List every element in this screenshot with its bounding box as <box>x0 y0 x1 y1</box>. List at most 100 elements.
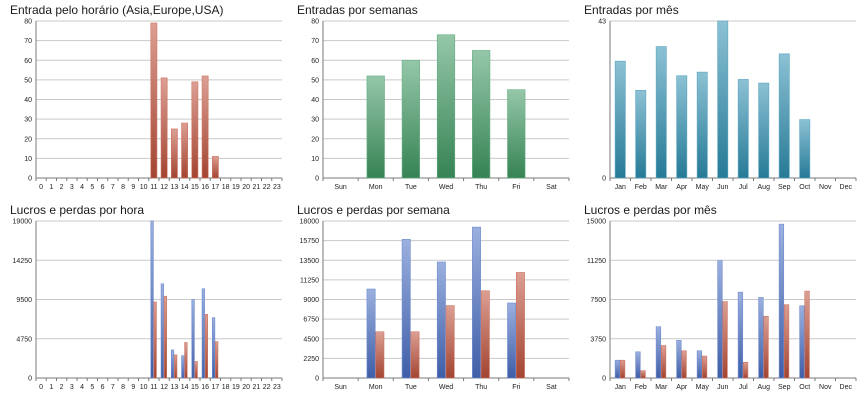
bar-thu <box>472 50 491 179</box>
bar-feb <box>635 90 647 179</box>
x-tick-label: Tue <box>405 384 417 391</box>
bar-thu-series-1 <box>472 226 481 379</box>
y-tick-label: 7500 <box>590 297 606 304</box>
bar-mar <box>655 46 667 179</box>
x-tick-label: May <box>696 384 710 391</box>
x-tick-label: 16 <box>201 384 209 391</box>
x-tick-label: Wed <box>439 384 453 391</box>
x-tick-label: Wed <box>439 184 453 191</box>
bar-jul-series-2 <box>742 362 749 379</box>
y-tick-label: 0 <box>28 176 32 183</box>
y-tick-label: 10 <box>311 156 319 163</box>
x-tick-label: 5 <box>90 184 94 191</box>
bar-15-series-2 <box>194 361 198 379</box>
y-tick-label: 80 <box>24 19 32 26</box>
x-tick-label: Nov <box>819 384 832 391</box>
chart-title: Entradas por semanas <box>297 3 418 17</box>
bar-fri <box>507 89 526 179</box>
x-tick-label: 13 <box>170 184 178 191</box>
x-tick-label: 17 <box>211 384 219 391</box>
x-tick-label: 6 <box>101 384 105 391</box>
x-tick-label: Mar <box>655 384 668 391</box>
y-tick-label: 4750 <box>16 336 32 343</box>
y-tick-label: 20 <box>24 136 32 143</box>
chart-panel-entries-by-week: Entradas por semanas 0 10 20 30 40 50 60 70 80 Su… <box>287 0 573 200</box>
x-tick-label: 0 <box>39 184 43 191</box>
y-tick-label: 15750 <box>300 238 320 245</box>
x-tick-label: Jan <box>615 384 626 391</box>
x-tick-label: 3 <box>70 184 74 191</box>
bar-wed <box>436 34 456 179</box>
bar-mar-series-2 <box>660 345 667 379</box>
chart-svg: 0 43 Jan Feb Mar Apr May Jun Jul Aug Sep Oct Nov Dec <box>598 19 857 191</box>
y-tick-label: 70 <box>311 38 319 45</box>
y-tick-label: 4500 <box>303 336 319 343</box>
y-tick-label: 60 <box>311 58 319 65</box>
x-tick-label: Jan <box>615 184 626 191</box>
y-tick-label: 43 <box>598 19 606 26</box>
bar-feb-series-1 <box>635 351 641 379</box>
bar-17 <box>212 156 219 179</box>
y-tick-label: 10 <box>24 156 32 163</box>
bar-apr <box>676 75 688 179</box>
y-tick-label: 0 <box>315 176 319 183</box>
y-tick-label: 3750 <box>590 336 606 343</box>
bar-12-series-2 <box>163 295 167 379</box>
bar-jan-series-2 <box>619 359 626 379</box>
bar-jan <box>614 60 626 179</box>
x-tick-label: 5 <box>90 384 94 391</box>
bar-oct <box>799 119 811 179</box>
bar-mar-series-1 <box>655 326 662 379</box>
x-tick-label: 22 <box>263 184 271 191</box>
x-tick-label: 10 <box>140 384 148 391</box>
x-tick-label: Sat <box>546 384 557 391</box>
x-tick-label: Apr <box>676 384 688 391</box>
chart-svg: 0 3750 7500 11250 15000 Jan Feb Mar Apr May Jun Jul… <box>587 219 857 391</box>
y-tick-label: 19000 <box>13 219 33 226</box>
x-tick-label: Sun <box>334 384 347 391</box>
bar-11 <box>150 22 158 179</box>
x-tick-label: Apr <box>676 184 688 191</box>
bar-sep-series-2 <box>783 304 790 379</box>
x-tick-label: Fri <box>512 184 521 191</box>
x-tick-label: May <box>696 184 710 191</box>
x-tick-label: Thu <box>475 384 487 391</box>
x-tick-label: 6 <box>101 184 105 191</box>
bar-oct-series-1 <box>799 305 805 379</box>
x-tick-label: 13 <box>170 384 178 391</box>
chart-title: Lucros e perdas por hora <box>10 203 145 217</box>
x-tick-label: 11 <box>150 184 157 191</box>
x-tick-label: 16 <box>201 184 209 191</box>
bar-jul <box>737 79 749 179</box>
x-tick-label: 1 <box>49 184 53 191</box>
x-tick-label: 19 <box>232 184 240 191</box>
chart-svg: 0 2250 4500 6750 9000 11250 13500 15750 18000 Sun… <box>300 219 570 391</box>
x-tick-label: Oct <box>799 384 810 391</box>
x-tick-label: Aug <box>758 184 771 191</box>
y-tick-label: 0 <box>602 376 606 383</box>
x-tick-label: 10 <box>140 184 148 191</box>
bar-13 <box>171 128 178 179</box>
x-tick-label: 20 <box>242 384 250 391</box>
x-tick-label: Mon <box>369 184 383 191</box>
bar-16-series-2 <box>204 314 208 379</box>
bar-16-series-1 <box>201 288 205 379</box>
bar-fri-series-1 <box>507 302 517 379</box>
y-tick-label: 2250 <box>303 356 319 363</box>
bar-mon <box>366 75 385 179</box>
x-tick-label: 8 <box>121 184 125 191</box>
bar-17-series-1 <box>212 317 216 379</box>
bar-jan-series-1 <box>614 359 621 379</box>
bar-tue-series-2 <box>410 331 420 379</box>
x-tick-label: Jul <box>739 384 748 391</box>
x-tick-label: Jun <box>717 384 728 391</box>
bar-14-series-2 <box>184 342 188 379</box>
bar-may <box>696 71 708 179</box>
chart-title: Lucros e perdas por mês <box>584 203 717 217</box>
x-tick-label: Feb <box>635 184 647 191</box>
x-tick-label: 18 <box>222 184 230 191</box>
x-tick-label: 2 <box>60 184 64 191</box>
bar-may-series-2 <box>701 355 708 379</box>
y-tick-label: 14250 <box>13 258 33 265</box>
